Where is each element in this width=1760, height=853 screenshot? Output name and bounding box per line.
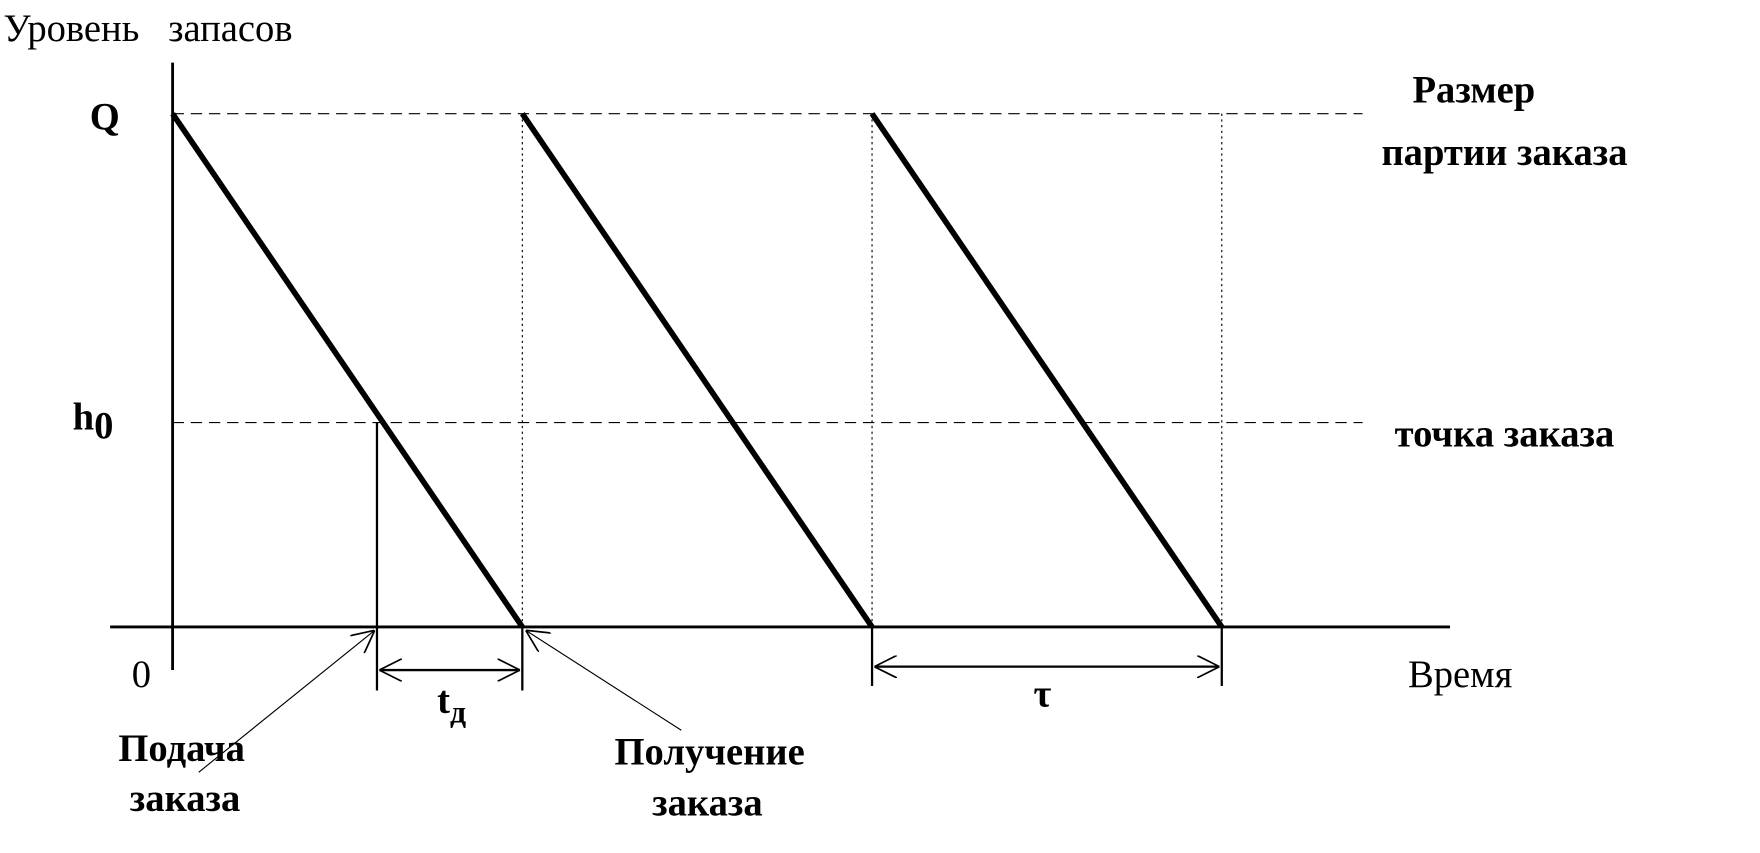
order-placed-pointer — [198, 630, 375, 773]
x-axis-label: Время — [1408, 654, 1513, 696]
cycle-arrow — [870, 626, 1223, 686]
h0-letter: h — [73, 396, 94, 438]
h0-subscript: 0 — [94, 405, 113, 447]
order-placed-text: заказа — [130, 778, 241, 820]
q-note: Размер — [1412, 69, 1535, 111]
y-axis-label: Уровень запасов — [3, 8, 292, 50]
inventory-sawtooth — [170, 112, 1225, 629]
order-received-pointer — [526, 630, 682, 731]
lead-time-subscript: д — [450, 694, 466, 729]
order-received-text: Получение — [615, 731, 805, 773]
lead-time-label: tд — [437, 680, 466, 729]
cycle-label: τ — [1033, 673, 1051, 715]
h0-label: h0 — [73, 396, 114, 447]
h0-note: точка заказа — [1395, 413, 1615, 455]
origin-label: 0 — [132, 654, 151, 696]
order-received-text: заказа — [652, 782, 763, 824]
q-label: Q — [90, 97, 120, 139]
lead-time-letter: t — [437, 680, 450, 722]
cycle-guides — [521, 113, 1223, 627]
lead-time-arrow — [375, 626, 524, 691]
q-note: партии заказа — [1381, 132, 1627, 174]
order-placed-text: Подача — [118, 728, 245, 770]
